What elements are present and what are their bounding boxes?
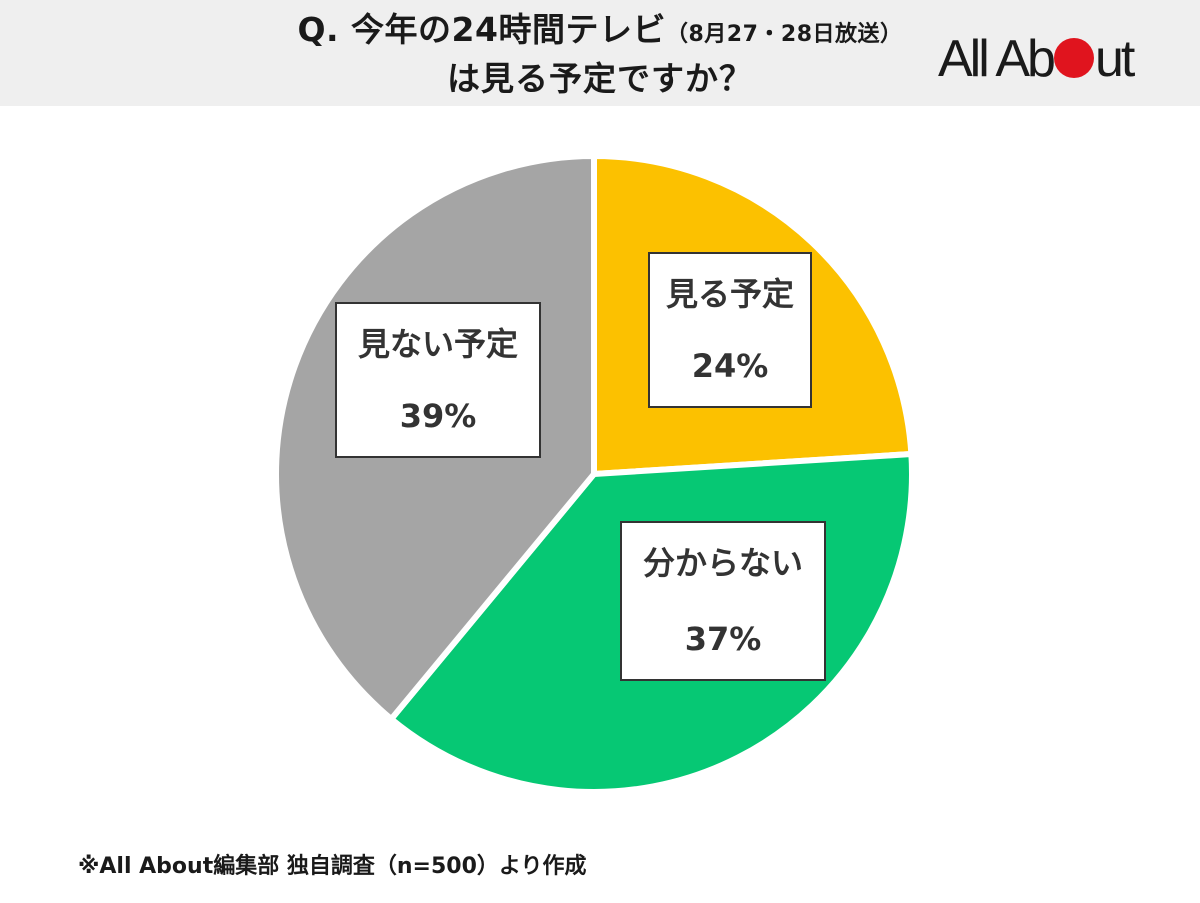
label-category-watch: 見る予定 xyxy=(665,275,794,313)
label-box-unsure: 分からない 37% xyxy=(620,521,826,681)
source-note: ※All About編集部 独自調査（n=500）より作成 xyxy=(78,854,587,879)
title-broadcast-dates: （8月27・28日放送） xyxy=(665,22,903,47)
chart-title: Q. 今年の24時間テレビ（8月27・28日放送） は見る予定ですか？ xyxy=(0,8,1200,101)
label-value-watch: 24% xyxy=(691,347,769,385)
pie-chart: 見る予定 24% 分からない 37% 見ない予定 39% xyxy=(0,106,1200,846)
all-about-logo: All Ab ut xyxy=(938,30,1135,88)
label-value-not-watch: 39% xyxy=(399,397,477,435)
logo-red-dot-icon xyxy=(1053,38,1094,78)
label-box-watch: 見る予定 24% xyxy=(648,252,812,408)
label-category-unsure: 分からない xyxy=(642,544,803,582)
title-line-2: は見る予定ですか？ xyxy=(447,59,753,98)
pie-chart-svg xyxy=(273,153,915,795)
header-band xyxy=(0,0,1200,106)
label-category-not-watch: 見ない予定 xyxy=(357,325,518,363)
title-line-1: Q. 今年の24時間テレビ（8月27・28日放送） xyxy=(297,10,903,49)
label-value-unsure: 37% xyxy=(684,620,762,658)
label-box-not-watch: 見ない予定 39% xyxy=(335,302,541,458)
